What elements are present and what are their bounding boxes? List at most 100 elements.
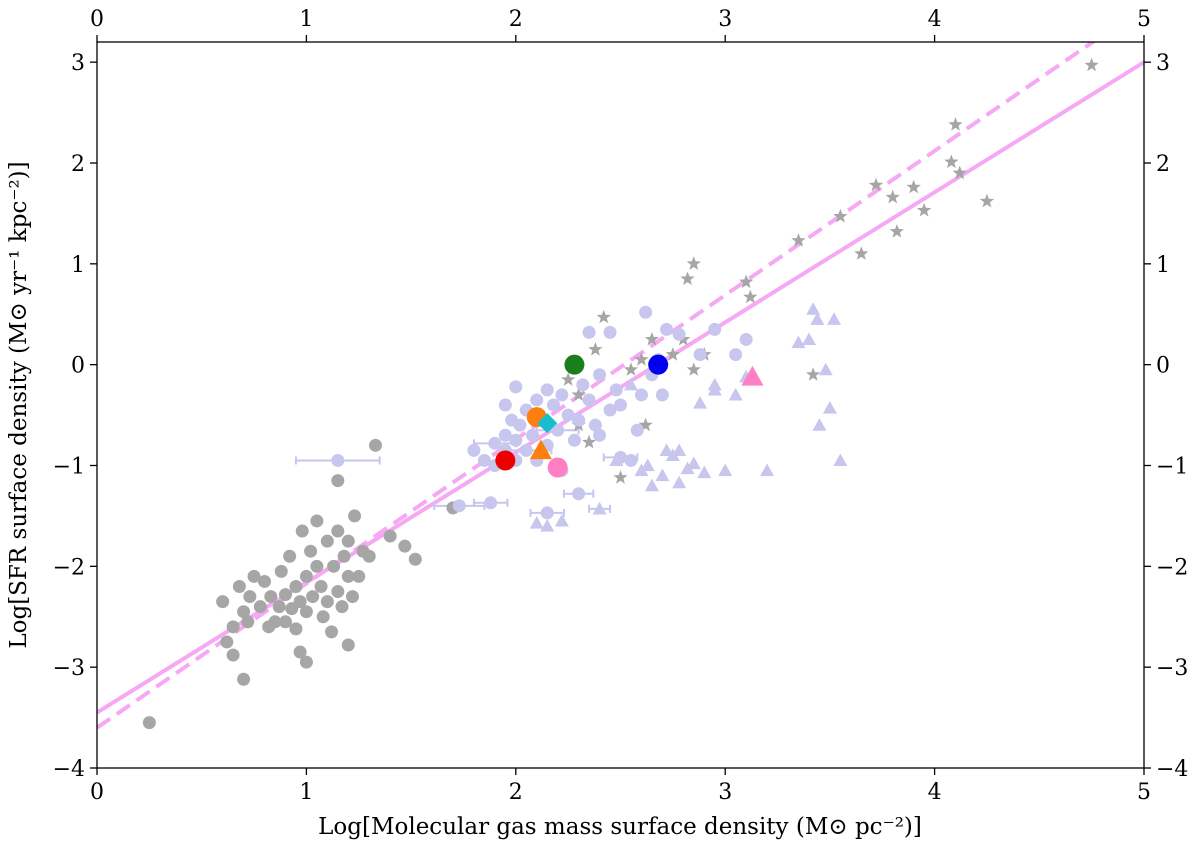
data-point (634, 352, 649, 366)
data-point (889, 224, 904, 238)
data-point (243, 590, 257, 604)
data-point (760, 463, 775, 477)
x-tick-label: 0 (90, 780, 104, 805)
data-point (603, 403, 617, 417)
data-point (341, 638, 355, 652)
data-point (593, 428, 607, 442)
data-point (567, 433, 581, 447)
data-point (614, 398, 627, 412)
data-point (278, 588, 292, 602)
data-point (593, 368, 607, 382)
data-point (509, 380, 523, 394)
data-point (247, 569, 261, 583)
data-point (526, 428, 540, 442)
data-point (352, 569, 366, 583)
x-tick-label-top: 3 (718, 7, 732, 32)
y-tick-label-right: 3 (1156, 51, 1170, 76)
y-tick-label-right: −4 (1156, 757, 1188, 782)
y-tick-label: −4 (53, 757, 85, 782)
data-point (561, 408, 575, 422)
data-point (596, 309, 611, 324)
data-point (274, 564, 288, 578)
data-point (680, 271, 695, 285)
data-point (686, 456, 701, 470)
data-point (572, 487, 586, 501)
x-axis-label: Log[Molecular gas mass surface density (… (318, 814, 922, 840)
data-point (335, 600, 349, 614)
data-point (791, 233, 806, 247)
data-point (979, 193, 995, 208)
data-point (672, 475, 687, 489)
data-point (739, 274, 754, 289)
data-point (1084, 57, 1099, 72)
data-point (383, 529, 397, 543)
data-point (818, 362, 833, 376)
data-point (547, 457, 568, 478)
data-point (299, 655, 313, 669)
data-point (316, 610, 330, 624)
data-point (630, 423, 644, 437)
y-tick-label-right: 0 (1156, 354, 1170, 379)
data-point (634, 388, 648, 402)
data-point (572, 413, 586, 427)
data-point (299, 605, 313, 619)
data-point (268, 615, 282, 629)
data-point (310, 559, 324, 573)
data-point (588, 418, 602, 432)
data-point (537, 413, 558, 434)
data-point (655, 468, 670, 482)
data-point (299, 569, 313, 583)
data-point (551, 423, 565, 437)
data-point (283, 549, 297, 563)
data-point (320, 534, 334, 548)
data-point (571, 387, 586, 401)
data-point (640, 458, 655, 472)
data-point (331, 453, 345, 467)
data-point (582, 434, 597, 449)
data-point (791, 335, 806, 349)
data-point (707, 377, 722, 391)
y-tick-label: 0 (71, 354, 85, 379)
data-point (665, 347, 680, 361)
data-point (310, 514, 324, 528)
data-point (513, 418, 527, 432)
data-point (362, 549, 376, 563)
data-point (693, 395, 708, 409)
data-point (142, 716, 156, 730)
star-series (561, 57, 1099, 484)
data-point (917, 202, 932, 217)
data-point (697, 465, 712, 479)
data-point (810, 312, 825, 325)
data-point (220, 635, 234, 649)
data-point (655, 388, 669, 402)
y-tick-label-right: −3 (1156, 656, 1188, 681)
y-tick-label: 3 (71, 51, 85, 76)
y-tick-label-right: −1 (1156, 455, 1188, 480)
data-point (369, 438, 383, 452)
y-tick-label: 1 (71, 253, 85, 278)
data-point (854, 246, 869, 260)
data-point (592, 501, 607, 515)
data-point (498, 428, 512, 442)
data-point (582, 393, 596, 407)
x-tick-label: 1 (299, 780, 313, 805)
data-point (345, 590, 359, 604)
data-point (660, 322, 674, 336)
data-point (609, 383, 623, 397)
triangle-series (529, 302, 848, 532)
data-point (232, 580, 246, 593)
data-point (341, 569, 355, 583)
y-tick-label-right: 2 (1156, 152, 1170, 177)
data-point (613, 470, 628, 484)
data-point (540, 383, 554, 397)
data-point (564, 354, 585, 375)
data-point (226, 648, 240, 662)
data-point (293, 595, 307, 609)
circle-series (142, 438, 460, 730)
data-point (529, 439, 552, 460)
y-tick-label: −2 (53, 555, 85, 580)
y-tick-label: −1 (53, 455, 85, 480)
diamond-large-series (537, 413, 558, 434)
x-tick-label-top: 4 (928, 7, 942, 32)
